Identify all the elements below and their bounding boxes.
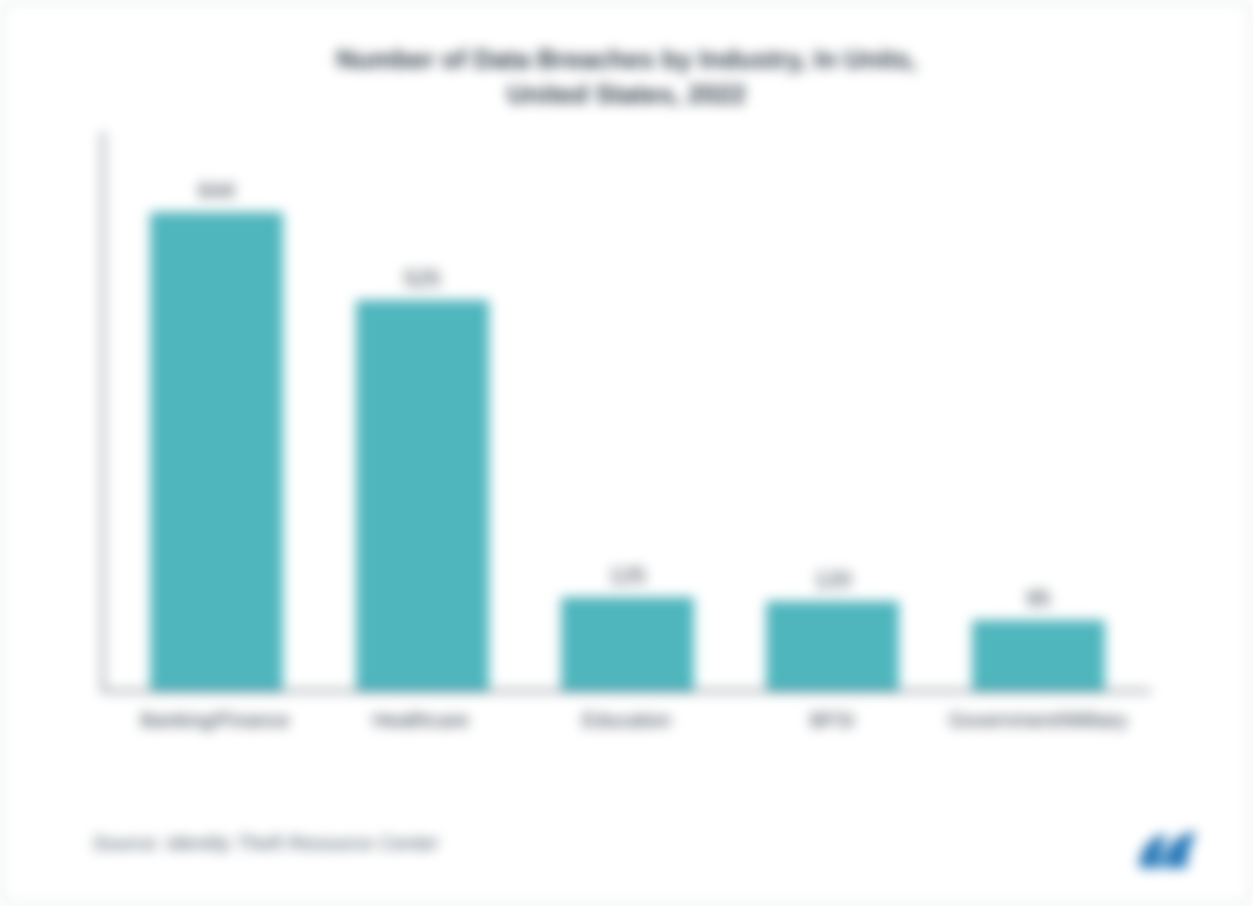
bar-wrap: 125 <box>535 563 720 690</box>
chart-title-line2: United States, 2022 <box>507 79 745 109</box>
x-axis-label: Banking/Finance <box>122 696 307 752</box>
bar <box>766 601 899 690</box>
bar-value-label: 120 <box>815 567 852 593</box>
bar-value-label: 125 <box>609 563 646 589</box>
bar-value-label: 95 <box>1026 586 1050 612</box>
plot-region: 644 525 125 120 95 <box>102 132 1151 692</box>
bar <box>561 597 694 690</box>
bar-wrap: 120 <box>740 567 925 690</box>
bar-value-label: 525 <box>404 266 441 292</box>
bar-wrap: 95 <box>946 586 1131 691</box>
x-axis-label: Government/Military <box>945 696 1130 752</box>
chart-area: 644 525 125 120 95 Banking/Finance Healthcare… <box>62 132 1191 752</box>
chart-frame: Number of Data Breaches by Industry, In … <box>0 0 1253 906</box>
bar-wrap: 525 <box>330 266 515 690</box>
bar-wrap: 644 <box>124 178 309 690</box>
x-axis-label: Education <box>534 696 719 752</box>
chart-title: Number of Data Breaches by Industry, In … <box>62 42 1191 112</box>
x-axis-label: BFSI <box>740 696 925 752</box>
chart-title-line1: Number of Data Breaches by Industry, In … <box>336 44 916 74</box>
x-axis-label: Healthcare <box>328 696 513 752</box>
source-attribution: Source: Identity Theft Resource Center <box>92 833 439 856</box>
bar <box>356 300 489 690</box>
bar <box>972 620 1105 691</box>
bar <box>150 212 283 690</box>
bars-container: 644 525 125 120 95 <box>104 132 1151 690</box>
bar-value-label: 644 <box>198 178 235 204</box>
x-axis-labels: Banking/Finance Healthcare Education BFSI Go… <box>102 696 1151 752</box>
brand-logo <box>1133 828 1203 874</box>
